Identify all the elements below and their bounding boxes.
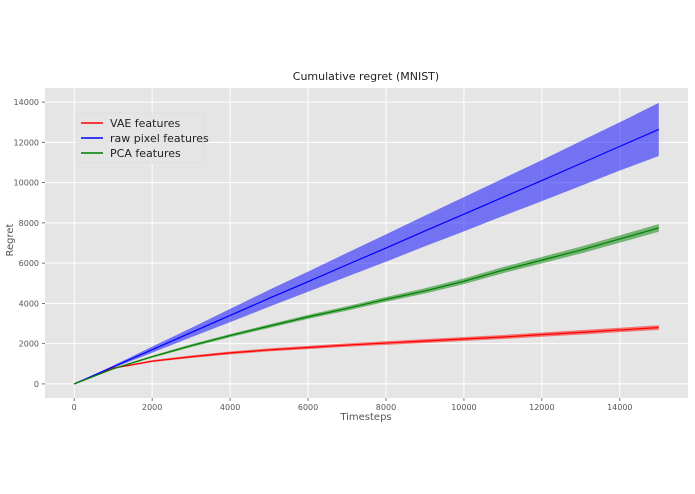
y-tick-label: 0 (34, 380, 39, 389)
legend-label: VAE features (110, 117, 181, 130)
legend-label: raw pixel features (110, 132, 209, 145)
x-tick-label: 10000 (451, 403, 476, 412)
x-tick-label: 12000 (529, 403, 554, 412)
y-tick-label: 6000 (19, 259, 39, 268)
chart-title: Cumulative regret (MNIST) (293, 70, 439, 83)
x-tick-label: 8000 (376, 403, 396, 412)
y-tick-label: 12000 (14, 138, 39, 147)
y-axis-ticks: 0 2000 4000 6000 8000 10000 12000 14000 (14, 98, 45, 389)
legend-label: PCA features (110, 147, 181, 160)
y-tick-label: 4000 (19, 299, 39, 308)
x-tick-label: 0 (72, 403, 77, 412)
line-vae-features (74, 326, 659, 385)
y-tick-label: 8000 (19, 219, 39, 228)
x-tick-label: 14000 (607, 403, 632, 412)
line-pca-features (74, 227, 659, 385)
x-axis-ticks: 0 2000 4000 6000 8000 10000 12000 14000 (72, 398, 633, 412)
x-tick-label: 2000 (142, 403, 162, 412)
y-tick-label: 2000 (19, 340, 39, 349)
band-raw-pixel-features (74, 102, 659, 384)
legend-box (76, 112, 206, 164)
y-tick-label: 14000 (14, 98, 39, 107)
x-axis-label: Timesteps (339, 412, 391, 423)
line-raw-pixel-features (73, 128, 660, 385)
x-tick-label: 4000 (220, 403, 240, 412)
series-lines (73, 128, 660, 385)
legend: VAE features raw pixel features PCA featur… (76, 112, 209, 164)
y-tick-label: 10000 (14, 179, 39, 188)
x-tick-label: 6000 (298, 403, 318, 412)
y-axis-label: Regret (5, 223, 16, 256)
